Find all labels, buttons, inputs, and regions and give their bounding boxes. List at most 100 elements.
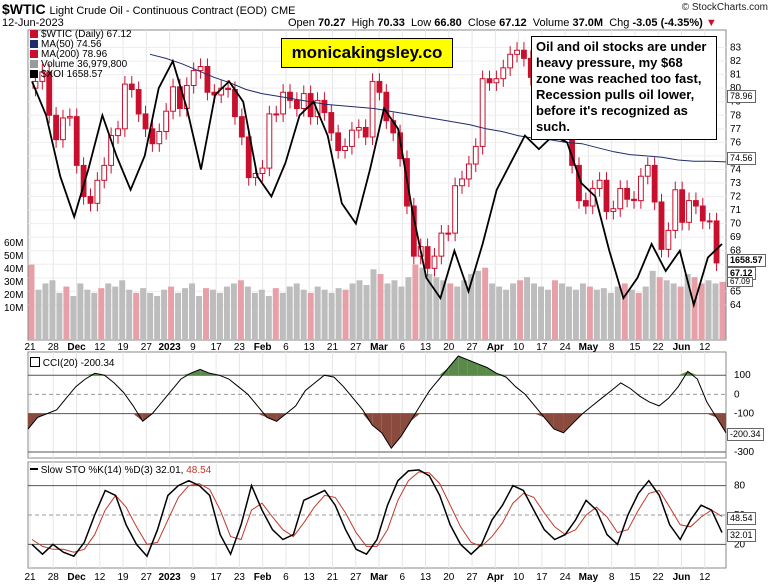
x-tick-label: 27: [350, 572, 362, 583]
volume-bar: [328, 292, 335, 340]
low-label: Low: [410, 17, 432, 29]
volume-bar: [56, 292, 63, 340]
volume-bar: [203, 288, 209, 340]
candle-body: [472, 145, 479, 165]
volume-bar: [307, 292, 314, 340]
instrument-name: Light Crude Oil - Continuous Contract (E…: [49, 5, 268, 17]
volume-bar: [384, 283, 391, 340]
candle-body: [355, 126, 362, 131]
cci-oversold-fill: [28, 413, 38, 429]
candle-body: [699, 205, 706, 222]
price-legend: $WTIC (Daily) 67.12 MA(50) 74.56 MA(200) 7…: [30, 30, 132, 80]
volume-bar: [77, 283, 84, 340]
legend-item-3: Volume 36,979,800: [30, 60, 132, 70]
cci-oversold-fill: [400, 413, 411, 437]
candle-body: [273, 113, 280, 116]
cci-overbought-fill: [678, 371, 688, 376]
legend-text: Volume 36,979,800: [41, 59, 128, 70]
candle-body: [500, 67, 507, 80]
annotation-note: Oil and oil stocks are under heavy press…: [531, 36, 717, 140]
legend-swatch-icon: [30, 40, 38, 48]
volume-bar: [49, 280, 56, 340]
x-tick-label: 27: [141, 342, 153, 353]
volume-bar: [496, 286, 503, 340]
volume-bar: [468, 274, 475, 340]
ma50-line: [149, 53, 727, 163]
symbol: $WTIC: [2, 1, 46, 17]
open-value: 70.27: [317, 17, 346, 29]
volume-bar: [510, 283, 517, 340]
y-tick-label: 65: [730, 286, 742, 297]
volume-bar: [614, 286, 621, 340]
cci-oversold-fill: [553, 413, 564, 433]
volume-bar: [684, 274, 691, 340]
candle-body: [190, 70, 197, 86]
volume-bar: [538, 286, 545, 340]
candle-body: [713, 220, 720, 264]
candle-body: [672, 189, 679, 231]
chart-date: 12-Jun-2023: [2, 17, 64, 29]
x-tick-label: 8: [609, 572, 615, 583]
y-tick-label: 69: [730, 232, 742, 243]
x-tick-label: 22: [653, 572, 665, 583]
cci-oversold-fill: [544, 413, 554, 429]
volume-bar: [35, 289, 42, 340]
candle-body: [328, 112, 335, 134]
candle-body: [424, 246, 431, 269]
volume-axis-label: 10M: [4, 303, 23, 314]
cci-overbought-fill: [467, 359, 478, 376]
candle-body: [287, 91, 293, 101]
volume-bar: [321, 289, 328, 340]
legend-item-2: MA(200) 78.96: [30, 50, 132, 60]
x-tick-label: 17: [536, 572, 548, 583]
volume-bar: [112, 286, 119, 340]
cci-overbought-fill: [448, 356, 459, 376]
sto-label-text: Slow STO %K(14) %D(3) 32.01,: [40, 465, 184, 476]
volume-bar: [454, 286, 461, 340]
y-tick-label: 64: [730, 300, 742, 311]
volume-bar: [489, 283, 496, 340]
cci-tick-label: 100: [734, 370, 751, 381]
candle-body: [397, 132, 403, 160]
x-tick-label: 13: [420, 342, 432, 353]
volume-axis-label: 40M: [4, 264, 23, 275]
x-tick-label: 20: [443, 572, 455, 583]
x-tick-label: 28: [48, 572, 60, 583]
chg-label: Chg: [609, 17, 630, 29]
candle-body: [603, 179, 610, 212]
candle-body: [686, 200, 692, 223]
x-tick-label: 24: [560, 342, 572, 353]
ohlc-readout: Open 70.27 High 70.33 Low 66.80 Close 67…: [288, 17, 717, 29]
candle-body: [706, 220, 713, 223]
candle-body: [665, 229, 672, 250]
volume-bar: [84, 289, 91, 340]
volume-bar: [482, 267, 489, 340]
volume-bar: [272, 288, 279, 340]
candle-body: [383, 91, 390, 122]
volume-bar: [677, 286, 684, 340]
y-tick-label: 82: [730, 56, 742, 67]
x-tick-label: 6: [399, 572, 405, 583]
candle-body: [87, 196, 94, 204]
volume-bar: [98, 288, 105, 340]
candle-body: [431, 255, 438, 269]
cci-oversold-fill: [391, 413, 401, 449]
cci-line-icon: [30, 357, 40, 367]
candle-body: [596, 179, 603, 189]
chart-header: $WTIC Light Crude Oil - Continuous Contr…: [0, 0, 772, 32]
x-tick-label: 8: [609, 342, 615, 353]
x-tick-label: 27: [467, 342, 479, 353]
x-tick-label: 23: [234, 342, 246, 353]
x-tick-label: 23: [234, 572, 246, 583]
x-tick-label: 6: [283, 342, 289, 353]
ma200-price-tag: 78.96: [727, 90, 756, 103]
volume-bar: [517, 280, 524, 340]
volume-bar: [230, 283, 237, 340]
panel-frame-2: [27, 461, 727, 569]
candle-body: [225, 87, 231, 91]
candle-body: [73, 116, 80, 166]
candle-body: [349, 129, 355, 147]
candle-body: [314, 99, 321, 118]
volume-bar: [251, 292, 258, 340]
candle-body: [493, 78, 500, 84]
